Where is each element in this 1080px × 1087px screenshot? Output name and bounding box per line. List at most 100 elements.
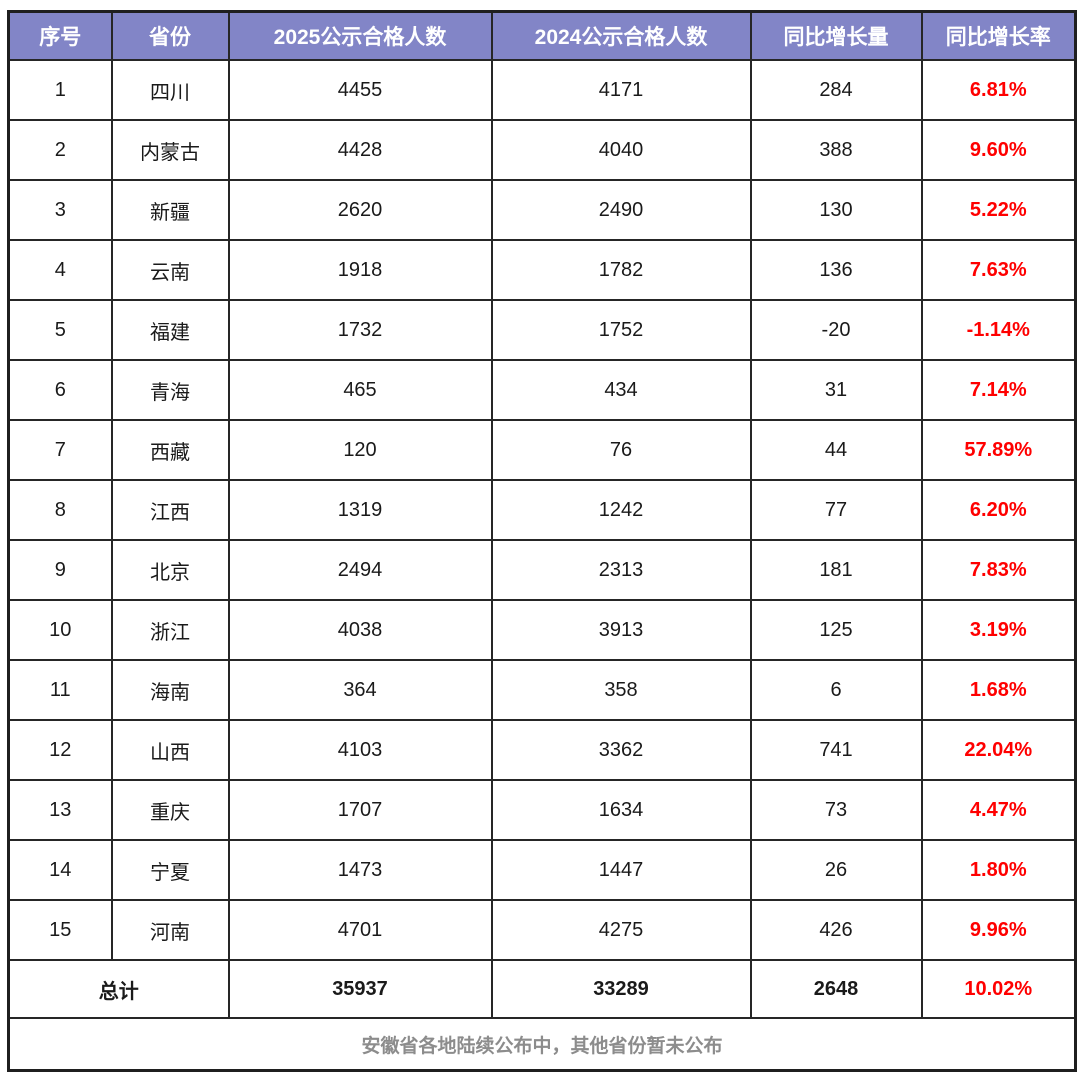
header-province: 省份 [110, 10, 230, 61]
table-row: 5 福建 1732 1752 -20 -1.14% [7, 299, 1077, 361]
count-2024-cell: 1634 [490, 779, 752, 841]
row-index-cell: 11 [7, 659, 113, 721]
delta-cell: 426 [749, 899, 923, 961]
total-2024-cell: 33289 [490, 959, 752, 1019]
table-row: 3 新疆 2620 2490 130 5.22% [7, 179, 1077, 241]
table-row: 1 四川 4455 4171 284 6.81% [7, 59, 1077, 121]
row-index-cell: 8 [7, 479, 113, 541]
count-2024-cell: 4275 [490, 899, 752, 961]
count-2024-cell: 2490 [490, 179, 752, 241]
row-index-cell: 12 [7, 719, 113, 781]
row-index-cell: 13 [7, 779, 113, 841]
row-index-cell: 6 [7, 359, 113, 421]
province-cell: 海南 [110, 659, 230, 721]
count-2024-cell: 434 [490, 359, 752, 421]
delta-cell: 6 [749, 659, 923, 721]
count-2025-cell: 4455 [227, 59, 493, 121]
count-2025-cell: 2620 [227, 179, 493, 241]
table-row: 12 山西 4103 3362 741 22.04% [7, 719, 1077, 781]
total-row: 总计 35937 33289 2648 10.02% [7, 959, 1077, 1019]
province-cell: 北京 [110, 539, 230, 601]
table-row: 7 西藏 120 76 44 57.89% [7, 419, 1077, 481]
footnote-row: 安徽省各地陆续公布中，其他省份暂未公布 [7, 1017, 1077, 1072]
count-2025-cell: 1918 [227, 239, 493, 301]
delta-cell: -20 [749, 299, 923, 361]
province-cell: 内蒙古 [110, 119, 230, 181]
table-row: 2 内蒙古 4428 4040 388 9.60% [7, 119, 1077, 181]
count-2024-cell: 1447 [490, 839, 752, 901]
province-cell: 河南 [110, 899, 230, 961]
count-2025-cell: 4701 [227, 899, 493, 961]
row-index-cell: 5 [7, 299, 113, 361]
row-index-cell: 10 [7, 599, 113, 661]
count-2024-cell: 2313 [490, 539, 752, 601]
count-2025-cell: 4103 [227, 719, 493, 781]
count-2025-cell: 364 [227, 659, 493, 721]
rate-cell: 7.14% [920, 359, 1077, 421]
province-cell: 四川 [110, 59, 230, 121]
count-2024-cell: 3913 [490, 599, 752, 661]
header-2024-count: 2024公示合格人数 [490, 10, 752, 61]
count-2025-cell: 2494 [227, 539, 493, 601]
table-row: 10 浙江 4038 3913 125 3.19% [7, 599, 1077, 661]
province-cell: 宁夏 [110, 839, 230, 901]
province-cell: 福建 [110, 299, 230, 361]
delta-cell: 125 [749, 599, 923, 661]
province-cell: 山西 [110, 719, 230, 781]
delta-cell: 73 [749, 779, 923, 841]
delta-cell: 44 [749, 419, 923, 481]
rate-cell: 1.68% [920, 659, 1077, 721]
header-2025-count: 2025公示合格人数 [227, 10, 493, 61]
delta-cell: 181 [749, 539, 923, 601]
table-row: 6 青海 465 434 31 7.14% [7, 359, 1077, 421]
count-2025-cell: 4038 [227, 599, 493, 661]
province-cell: 西藏 [110, 419, 230, 481]
count-2025-cell: 465 [227, 359, 493, 421]
row-index-cell: 4 [7, 239, 113, 301]
count-2024-cell: 1782 [490, 239, 752, 301]
delta-cell: 31 [749, 359, 923, 421]
province-cell: 重庆 [110, 779, 230, 841]
table-row: 14 宁夏 1473 1447 26 1.80% [7, 839, 1077, 901]
count-2025-cell: 1473 [227, 839, 493, 901]
row-index-cell: 15 [7, 899, 113, 961]
row-index-cell: 3 [7, 179, 113, 241]
count-2025-cell: 1707 [227, 779, 493, 841]
rate-cell: 7.83% [920, 539, 1077, 601]
total-label-cell: 总计 [7, 959, 230, 1019]
count-2024-cell: 1752 [490, 299, 752, 361]
province-cell: 江西 [110, 479, 230, 541]
rate-cell: 22.04% [920, 719, 1077, 781]
table-row: 15 河南 4701 4275 426 9.96% [7, 899, 1077, 961]
rate-cell: 6.20% [920, 479, 1077, 541]
count-2024-cell: 4040 [490, 119, 752, 181]
province-cell: 浙江 [110, 599, 230, 661]
delta-cell: 741 [749, 719, 923, 781]
table-row: 11 海南 364 358 6 1.68% [7, 659, 1077, 721]
province-stats-table: 序号 省份 2025公示合格人数 2024公示合格人数 同比增长量 同比增长率 … [7, 10, 1077, 1072]
table-row: 8 江西 1319 1242 77 6.20% [7, 479, 1077, 541]
header-row: 序号 省份 2025公示合格人数 2024公示合格人数 同比增长量 同比增长率 [7, 10, 1077, 61]
province-cell: 云南 [110, 239, 230, 301]
rate-cell: 57.89% [920, 419, 1077, 481]
count-2025-cell: 4428 [227, 119, 493, 181]
delta-cell: 388 [749, 119, 923, 181]
header-index: 序号 [7, 10, 113, 61]
footnote-cell: 安徽省各地陆续公布中，其他省份暂未公布 [7, 1017, 1077, 1072]
count-2025-cell: 120 [227, 419, 493, 481]
rate-cell: 7.63% [920, 239, 1077, 301]
delta-cell: 26 [749, 839, 923, 901]
rate-cell: 4.47% [920, 779, 1077, 841]
rate-cell: 3.19% [920, 599, 1077, 661]
rate-cell: 5.22% [920, 179, 1077, 241]
count-2024-cell: 1242 [490, 479, 752, 541]
count-2024-cell: 4171 [490, 59, 752, 121]
table-row: 13 重庆 1707 1634 73 4.47% [7, 779, 1077, 841]
delta-cell: 284 [749, 59, 923, 121]
total-2025-cell: 35937 [227, 959, 493, 1019]
row-index-cell: 9 [7, 539, 113, 601]
total-rate-cell: 10.02% [920, 959, 1077, 1019]
table-body: 1 四川 4455 4171 284 6.81% 2 内蒙古 4428 4040 388 9.60% 3… [7, 59, 1077, 961]
rate-cell: -1.14% [920, 299, 1077, 361]
